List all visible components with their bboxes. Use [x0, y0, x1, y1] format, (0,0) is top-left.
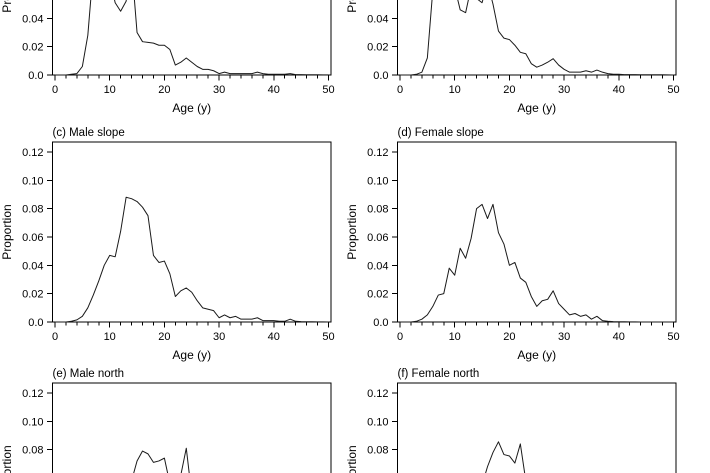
y-tick-label: 0.02: [367, 289, 388, 301]
x-axis-title: Age (y): [172, 101, 211, 115]
x-tick-label: 30: [558, 331, 570, 343]
y-tick-label: 0.02: [22, 42, 43, 54]
plot-border: [52, 382, 332, 473]
x-axis-title: Age (y): [517, 101, 556, 115]
x-tick-label: 40: [268, 84, 280, 96]
panel-d-chart: 0.0 0.02 0.04 0.06 0.08 0.10 0.12 0 10 20 30 40 50 (d…: [345, 127, 680, 362]
y-axis-title: Proportion: [345, 0, 359, 13]
y-tick-label: 0.06: [367, 232, 388, 244]
x-tick-label: 50: [667, 331, 679, 343]
panel-f-chart: 0.00.020.040.060.080.100.1201020304050(f…: [345, 368, 677, 473]
y-tick-label: 0.04: [367, 13, 388, 25]
plot-border: [397, 141, 677, 323]
x-tick-label: 20: [158, 84, 170, 96]
x-axis-title: Age (y): [172, 348, 211, 362]
data-line: [400, 203, 674, 323]
y-tick-label: 0.02: [367, 42, 388, 54]
x-tick-label: 10: [449, 84, 461, 96]
x-tick-label: 20: [503, 331, 515, 343]
x-tick-label: 50: [322, 84, 334, 96]
y-tick-label: 0.0: [373, 317, 388, 329]
plot-border: [52, 0, 332, 76]
panel-a-chart: 0.00.020.040.060.080.100.1201020304050Ag…: [0, 0, 335, 115]
y-tick-label: 0.04: [22, 13, 43, 25]
y-tick-label: 0.08: [22, 204, 43, 216]
y-tick-label: 0.0: [28, 317, 43, 329]
y-axis-title: Proportion: [0, 204, 14, 259]
data-line: [55, 196, 329, 323]
y-tick-label: 0.10: [367, 175, 388, 187]
panel-title: (c) Male slope: [53, 127, 125, 139]
data-line: [485, 441, 526, 473]
y-tick-label: 0.10: [22, 175, 43, 187]
x-tick-label: 50: [667, 84, 679, 96]
x-tick-label: 10: [104, 84, 116, 96]
x-tick-label: 0: [52, 84, 58, 96]
y-tick-label: 0.12: [22, 147, 43, 159]
panel-title: (d) Female slope: [398, 127, 484, 139]
y-axis-title: Proportion: [345, 445, 359, 473]
y-axis-title: Proportion: [345, 204, 359, 259]
y-axis-title: Proportion: [0, 445, 14, 473]
x-tick-label: 40: [613, 84, 625, 96]
y-tick-label: 0.06: [22, 232, 43, 244]
plot-border: [52, 141, 332, 323]
plot-border: [397, 382, 677, 473]
y-tick-label: 0.10: [367, 416, 388, 428]
x-tick-label: 40: [268, 331, 280, 343]
x-tick-label: 30: [213, 84, 225, 96]
y-tick-label: 0.08: [367, 445, 388, 457]
y-axis-title: Proportion: [0, 0, 14, 13]
x-tick-label: 30: [213, 331, 225, 343]
x-tick-label: 20: [158, 331, 170, 343]
panel-b-chart: 0.00.020.040.060.080.100.1201020304050Ag…: [345, 0, 680, 115]
x-tick-label: 10: [449, 331, 461, 343]
y-tick-label: 0.12: [367, 147, 388, 159]
panel-c-chart: 0.0 0.02 0.04 0.06 0.08 0.10 0.12 0 10 20 30 40 50 (c…: [0, 127, 335, 362]
y-tick-label: 0.10: [22, 416, 43, 428]
data-line: [133, 447, 190, 473]
x-tick-label: 10: [104, 331, 116, 343]
y-tick-label: 0.12: [22, 388, 43, 400]
panel-title: (f) Female north: [398, 368, 480, 380]
x-tick-label: 40: [613, 331, 625, 343]
y-tick-label: 0.08: [367, 204, 388, 216]
data-line: [55, 0, 329, 76]
plot-border: [397, 0, 677, 76]
y-tick-label: 0.0: [373, 70, 388, 82]
y-tick-label: 0.12: [367, 388, 388, 400]
x-tick-label: 0: [397, 84, 403, 96]
x-tick-label: 0: [397, 331, 403, 343]
y-tick-label: 0.08: [22, 445, 43, 457]
y-tick-label: 0.02: [22, 289, 43, 301]
x-tick-label: 0: [52, 331, 58, 343]
panel-e-chart: 0.00.020.040.060.080.100.1201020304050(e…: [0, 368, 332, 473]
panel-title: (e) Male north: [53, 368, 125, 380]
x-axis-title: Age (y): [517, 348, 556, 362]
y-tick-label: 0.04: [367, 260, 388, 272]
y-tick-label: 0.0: [28, 70, 43, 82]
x-tick-label: 20: [503, 84, 515, 96]
x-tick-label: 30: [558, 84, 570, 96]
data-line: [400, 0, 674, 76]
x-tick-label: 50: [322, 331, 334, 343]
y-tick-label: 0.04: [22, 260, 43, 272]
